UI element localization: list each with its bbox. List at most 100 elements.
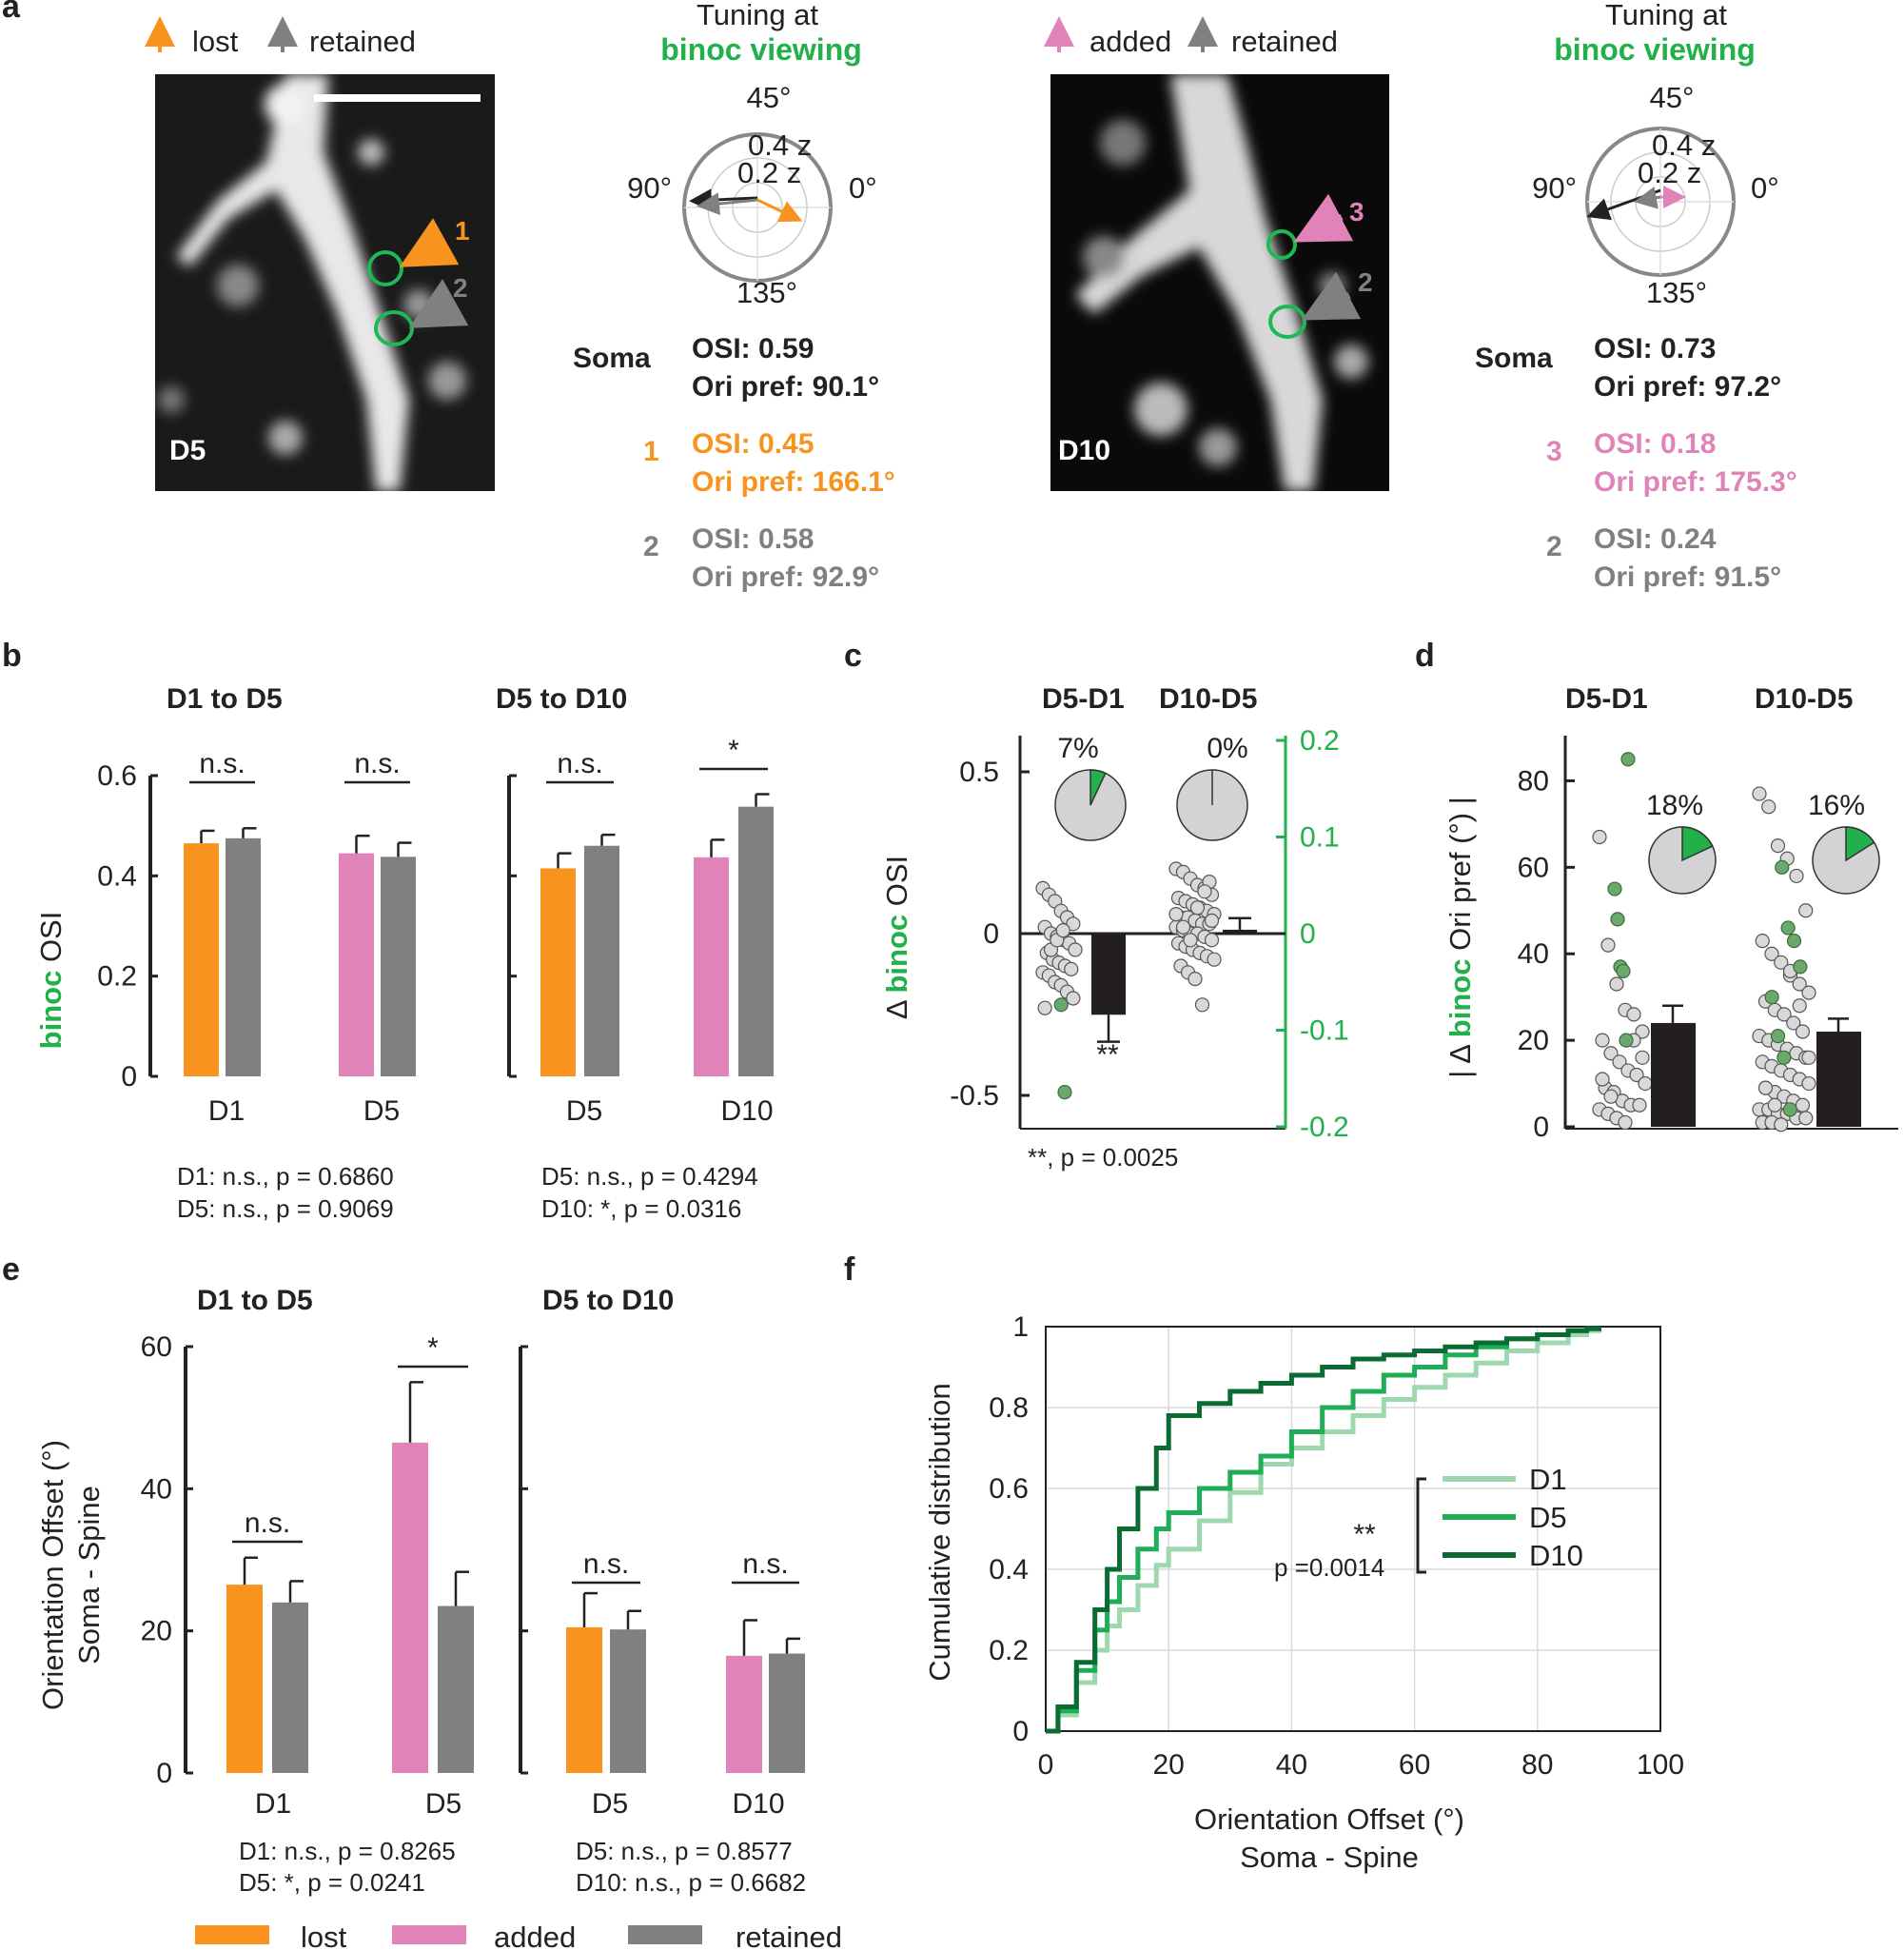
e-cat-d5: D5 — [425, 1788, 461, 1820]
panel-label-c: c — [844, 638, 862, 674]
f-y-tick-label: 0.4 — [989, 1554, 1029, 1586]
angle-left: 90° — [627, 171, 672, 205]
d-pie-label-1: 18% — [1646, 790, 1703, 821]
bar-retained — [381, 857, 416, 1076]
f-legend-label-D5: D5 — [1529, 1501, 1567, 1534]
c-point-d10d5 — [1188, 971, 1203, 987]
spine-2-roi — [374, 310, 414, 346]
e-cat-d5b: D5 — [592, 1788, 628, 1820]
angle-right-right: 0° — [1751, 171, 1779, 205]
c-point-d10d5 — [1175, 919, 1191, 935]
bar-lost — [226, 1585, 263, 1773]
c-pie-label-1: 7% — [1057, 733, 1098, 764]
b-cat-d5b: D5 — [566, 1095, 602, 1127]
spine3-osi: OSI: 0.18 — [1594, 428, 1716, 460]
angle-top: 45° — [747, 81, 792, 114]
d-point-d10d5 — [1801, 1050, 1816, 1065]
d-point-d10d5 — [1798, 903, 1814, 918]
spine-1-marker: 1 — [455, 216, 470, 246]
soma-ori-right: Ori pref: 97.2° — [1594, 371, 1781, 403]
c-plot — [1035, 769, 1257, 1100]
bar-retained — [738, 806, 774, 1076]
d-point-d10d5 — [1776, 1007, 1792, 1022]
y-tick-label: 0.4 — [97, 860, 137, 892]
f-legend: D1 D5 D10 — [1416, 1463, 1583, 1574]
bar-lost — [540, 868, 576, 1076]
c-point-d5d1 — [1055, 922, 1070, 938]
c-point-d5d1-green — [1053, 997, 1069, 1013]
angle-bottom-right: 135° — [1646, 276, 1707, 309]
spine-1-roi — [367, 250, 403, 286]
spine2-num-right: 2 — [1546, 531, 1562, 562]
c-title-2: D10-D5 — [1159, 683, 1257, 715]
d-point-d10d5-green — [1770, 1028, 1786, 1044]
e-title-2: D5 to D10 — [542, 1285, 674, 1316]
d-point-d5d1 — [1638, 1075, 1653, 1092]
soma-ori: Ori pref: 90.1° — [692, 371, 879, 403]
c-point-d5d1 — [1064, 961, 1079, 977]
d-tick-label: 20 — [1518, 1025, 1549, 1056]
y-tick-label: 0 — [121, 1061, 137, 1093]
spine2-num: 2 — [643, 531, 659, 562]
c-pie-label-2: 0% — [1207, 733, 1247, 764]
c-left-tick-label: 0 — [983, 918, 999, 950]
b-stat-1: D1: n.s., p = 0.6860 — [177, 1162, 394, 1191]
f-y-tick-label: 0.8 — [989, 1392, 1029, 1424]
sig-label: n.s. — [354, 748, 400, 779]
legend-label-added: added — [494, 1920, 576, 1950]
d-point-d5d1 — [1603, 1089, 1619, 1104]
angle-left-right: 90° — [1532, 171, 1577, 205]
d-point-d10d5-green — [1764, 990, 1779, 1005]
ring-inner-label-right: 0.2 z — [1638, 156, 1701, 189]
image-day-label: D5 — [169, 435, 206, 466]
d-title-1: D5-D1 — [1565, 683, 1648, 715]
d-point-d10d5-green — [1776, 1050, 1792, 1065]
spine3-num: 3 — [1546, 436, 1562, 467]
ring-outer-label: 0.4 z — [748, 128, 812, 162]
e-cat-d1: D1 — [255, 1788, 291, 1820]
d-pie-label-2: 16% — [1808, 790, 1865, 821]
f-x-tick-label: 100 — [1637, 1749, 1684, 1781]
e-stat-3: D5: n.s., p = 0.8577 — [576, 1837, 793, 1865]
panel-a-right-legend: added retained — [1044, 16, 1338, 58]
d-point-d5d1-green — [1607, 881, 1622, 896]
panel-e: e D1 to D5 D5 to D10 Orientation Offset … — [2, 1251, 842, 1950]
c-left-tick-label: 0.5 — [959, 757, 999, 788]
b-title-2: D5 to D10 — [496, 683, 627, 715]
y-tick-label: 60 — [141, 1331, 172, 1363]
spine2-osi-right: OSI: 0.24 — [1594, 523, 1717, 555]
f-xlabel-2: Soma - Spine — [1240, 1841, 1419, 1874]
d-point-d10d5 — [1801, 1075, 1816, 1092]
d-point-d5d1 — [1629, 1067, 1644, 1083]
panel-f: f Cumulative distribution Orientation Of… — [844, 1251, 1684, 1874]
sig-label: n.s. — [245, 1507, 290, 1539]
pie-slice — [1089, 769, 1107, 806]
d-tick-label: 40 — [1518, 938, 1549, 970]
d-point-d5d1 — [1595, 1033, 1610, 1048]
bar-retained — [226, 837, 261, 1076]
d-mean-bar — [1816, 1032, 1861, 1127]
soma-label: Soma — [573, 343, 651, 374]
c-right-tick-label: -0.2 — [1300, 1112, 1349, 1143]
bar-added — [726, 1655, 762, 1773]
panel-a-left-stats: Soma OSI: 0.59 Ori pref: 90.1° 1 OSI: 0.… — [573, 333, 895, 593]
spine-1-arrow — [399, 218, 460, 267]
f-y-tick-label: 0 — [1012, 1716, 1029, 1747]
d-point-d10d5 — [1770, 838, 1786, 854]
legend-retained-label-2: retained — [1231, 25, 1338, 58]
legend-swatch-retained — [628, 1925, 702, 1944]
y-tick-label: 20 — [141, 1616, 172, 1647]
b-cat-d10: D10 — [720, 1095, 773, 1127]
c-point-d5d1-green — [1057, 1084, 1072, 1100]
legend-retained-label: retained — [309, 25, 416, 58]
panel-b: b D1 to D5 D5 to D10 binoc OSI 0 0.2 0.4 0.… — [2, 638, 774, 1223]
c-point-d10d5 — [1168, 906, 1184, 922]
e-title-1: D1 to D5 — [197, 1285, 313, 1316]
d-point-d5d1 — [1635, 1050, 1650, 1065]
d-point-d5d1 — [1600, 937, 1616, 953]
angle-top-right: 45° — [1650, 81, 1695, 114]
panel-label-a: a — [2, 0, 21, 25]
e-stat-1: D1: n.s., p = 0.8265 — [239, 1837, 456, 1865]
f-ylabel: Cumulative distribution — [923, 1383, 956, 1682]
